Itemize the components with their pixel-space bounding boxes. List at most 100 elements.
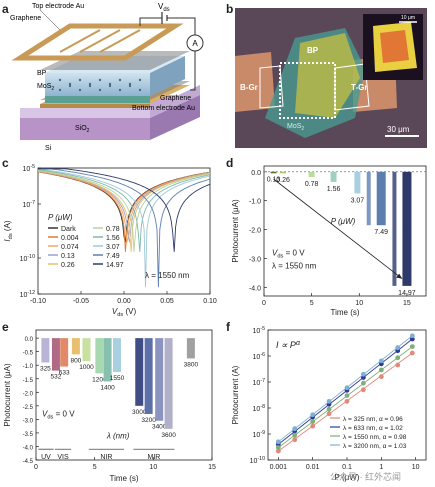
- bias-annotation: Vds = 0 V: [272, 249, 305, 260]
- micrograph-shapes: 10 μm BP B-Gr T-Gr MoS2 30 μm: [235, 8, 427, 148]
- x-tick-label: 5: [310, 300, 314, 307]
- pulse-bar-1550: [112, 338, 121, 372]
- data-point: [326, 411, 332, 417]
- pulse-bar-3600: [164, 338, 173, 429]
- data-point: [310, 423, 316, 429]
- y-tick-label: -4.0: [23, 445, 34, 451]
- wavelength-annotation: λ = 1550 nm: [272, 262, 317, 271]
- data-point: [292, 426, 298, 432]
- band-label-UV: UV: [41, 454, 51, 461]
- x-tick-label: 0.05: [160, 298, 174, 305]
- pulse-bar-532: [51, 338, 60, 371]
- legend-label: 0.78: [106, 226, 120, 233]
- si-layer: [20, 118, 150, 140]
- pulse-bar-3.07: [354, 171, 361, 194]
- legend-label: 0.13: [61, 253, 75, 260]
- y-tick-label: 10-5: [253, 326, 266, 335]
- ammeter-label: A: [192, 39, 198, 48]
- data-point: [310, 412, 316, 418]
- band-label-VIS: VIS: [57, 454, 69, 461]
- mos2-layer: [45, 96, 150, 103]
- data-point: [378, 374, 384, 380]
- bp-layer-side: [150, 56, 185, 96]
- pulse-label: 0.13: [267, 176, 281, 183]
- x-tick-label: 10: [149, 464, 157, 471]
- data-point: [409, 344, 415, 349]
- data-point: [409, 350, 415, 356]
- pulse-bar-1000: [82, 338, 91, 362]
- pulse-bar-echo: [392, 171, 397, 286]
- x-axis-label: Time (s): [330, 308, 359, 317]
- x-tick-label: 10: [355, 300, 363, 307]
- mos2-label: MoS2: [287, 123, 304, 132]
- bgr-label: B-Gr: [240, 83, 258, 92]
- pulse-label: 7.49: [374, 229, 388, 236]
- y-tick-label: -3.5: [23, 432, 34, 438]
- graphene-bottom-label: Graphene: [160, 95, 191, 102]
- pulse-label: 3.07: [351, 197, 365, 204]
- chart-f-power-law: 0.001 0.01 0.1 1 10 10-5 10-6 10-7 10-8 10-9 10-10…: [231, 326, 427, 482]
- pulse-label: 14.97: [398, 290, 416, 297]
- data-point: [326, 398, 332, 404]
- x-tick-label: 1: [379, 464, 383, 471]
- y-tick-label: 0.0: [251, 170, 261, 177]
- x-tick-label: 5: [93, 464, 97, 471]
- bgr-outline: [259, 65, 284, 109]
- y-tick-label: -1.0: [249, 199, 261, 206]
- data-point: [378, 367, 384, 373]
- mos2-label: MoS2: [37, 83, 54, 92]
- si-layer-side: [150, 95, 200, 140]
- bp-lattice: [58, 78, 142, 92]
- y-tick-label: 10-5: [23, 164, 36, 173]
- pulse-bar-0.78: [308, 171, 315, 177]
- data-point: [344, 385, 350, 391]
- data-point: [275, 439, 281, 445]
- x-tick-label: 0.01: [306, 464, 320, 471]
- pulse-bar-1.56: [330, 171, 337, 182]
- scale-label: 30 μm: [387, 125, 410, 134]
- leader-line: [39, 9, 61, 31]
- pulse-label: 633: [59, 370, 70, 377]
- x-tick-label: 0: [34, 464, 38, 471]
- pulse-label: 3800: [184, 361, 199, 368]
- top-electrode-label: Top electrode Au: [32, 3, 84, 10]
- power-arrowhead: [396, 273, 403, 279]
- pulse-label: 1550: [110, 375, 125, 382]
- x-tick-label: 0: [262, 300, 266, 307]
- data-point: [360, 387, 366, 393]
- pulse-label: 3000: [132, 409, 147, 416]
- x-tick-label: 15: [208, 464, 216, 471]
- y-tick-label: -2.5: [23, 405, 34, 411]
- pulse-bar-1400: [103, 338, 112, 382]
- pulse-label: 3400: [152, 424, 167, 431]
- pulse-bar-3800: [186, 338, 195, 359]
- y-tick-label: 10-7: [23, 200, 36, 209]
- panel-label-a: a: [2, 2, 9, 16]
- band-label-MIR: MIR: [147, 454, 160, 461]
- pulse-label: 0.26: [276, 177, 290, 184]
- wavelength-annotation: λ = 1550 nm: [145, 271, 190, 280]
- x-axis-label: Time (s): [109, 474, 138, 483]
- data-point: [344, 393, 350, 398]
- legend-label: 3.07: [106, 244, 120, 251]
- data-point: [292, 432, 298, 438]
- pulse-bar-3200: [144, 338, 153, 414]
- y-tick-label: 10-10: [250, 456, 265, 465]
- pulse-label: 800: [70, 357, 81, 364]
- y-tick-label: -1.5: [23, 378, 34, 384]
- tgr-label: T-Gr: [351, 83, 367, 92]
- y-tick-label: -2.0: [249, 228, 261, 235]
- graphene-top-label: Graphene: [10, 15, 41, 22]
- pulse-label: 1000: [79, 364, 94, 371]
- chart-d-photocurrent-power: 0 5 10 15 0.0 -1.0 -2.0 -3.0 -4.0 Time (s) Photocu…: [231, 165, 427, 317]
- top-electrode-finger: [99, 29, 141, 53]
- pulse-label: 325: [40, 366, 51, 373]
- panel-label-c: c: [2, 156, 9, 170]
- plot-frame: [35, 329, 213, 461]
- x-tick-label: 0.00: [117, 298, 131, 305]
- x-tick-label: 0.10: [203, 298, 217, 305]
- data-point: [326, 406, 332, 412]
- y-tick-label: 10-7: [253, 378, 266, 387]
- data-point: [395, 362, 401, 368]
- pulse-bar-633: [60, 338, 69, 367]
